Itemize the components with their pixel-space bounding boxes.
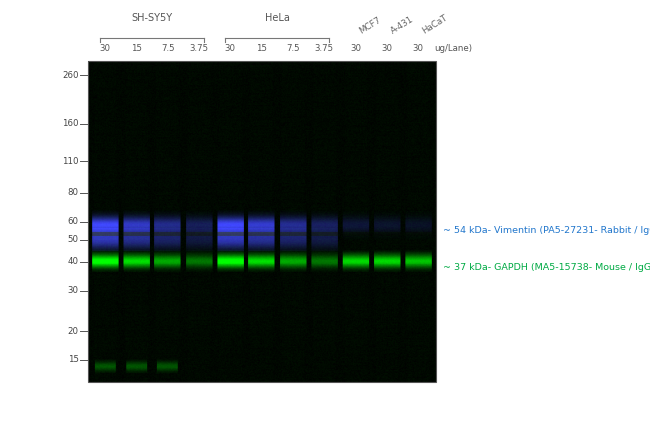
Text: 30: 30 bbox=[99, 44, 111, 53]
Text: 30: 30 bbox=[413, 44, 424, 53]
Text: 3.75: 3.75 bbox=[315, 44, 334, 53]
Text: 15: 15 bbox=[68, 355, 79, 364]
Text: MCF7: MCF7 bbox=[358, 16, 383, 36]
Text: 30: 30 bbox=[350, 44, 361, 53]
Text: 260: 260 bbox=[62, 71, 79, 80]
Text: ~ 37 kDa- GAPDH (MA5-15738- Mouse / IgG): ~ 37 kDa- GAPDH (MA5-15738- Mouse / IgG) bbox=[443, 262, 650, 272]
Text: 7.5: 7.5 bbox=[161, 44, 175, 53]
Text: 60: 60 bbox=[68, 217, 79, 226]
Text: 15: 15 bbox=[131, 44, 142, 53]
Text: 20: 20 bbox=[68, 327, 79, 335]
Text: 30: 30 bbox=[382, 44, 393, 53]
Text: A-431: A-431 bbox=[389, 15, 415, 36]
Text: 30: 30 bbox=[225, 44, 236, 53]
Text: 7.5: 7.5 bbox=[286, 44, 300, 53]
Text: HaCaT: HaCaT bbox=[420, 13, 448, 36]
Text: 160: 160 bbox=[62, 119, 79, 128]
Text: 3.75: 3.75 bbox=[189, 44, 209, 53]
Text: 80: 80 bbox=[68, 188, 79, 197]
Text: 15: 15 bbox=[256, 44, 267, 53]
Text: ug/Lane): ug/Lane) bbox=[434, 44, 473, 53]
Text: 40: 40 bbox=[68, 257, 79, 266]
Text: HeLa: HeLa bbox=[265, 13, 290, 23]
Text: 110: 110 bbox=[62, 157, 79, 166]
Text: 30: 30 bbox=[68, 286, 79, 295]
Text: ~ 54 kDa- Vimentin (PA5-27231- Rabbit / IgG): ~ 54 kDa- Vimentin (PA5-27231- Rabbit / … bbox=[443, 226, 650, 235]
Text: 50: 50 bbox=[68, 235, 79, 244]
Text: SH-SY5Y: SH-SY5Y bbox=[131, 13, 173, 23]
